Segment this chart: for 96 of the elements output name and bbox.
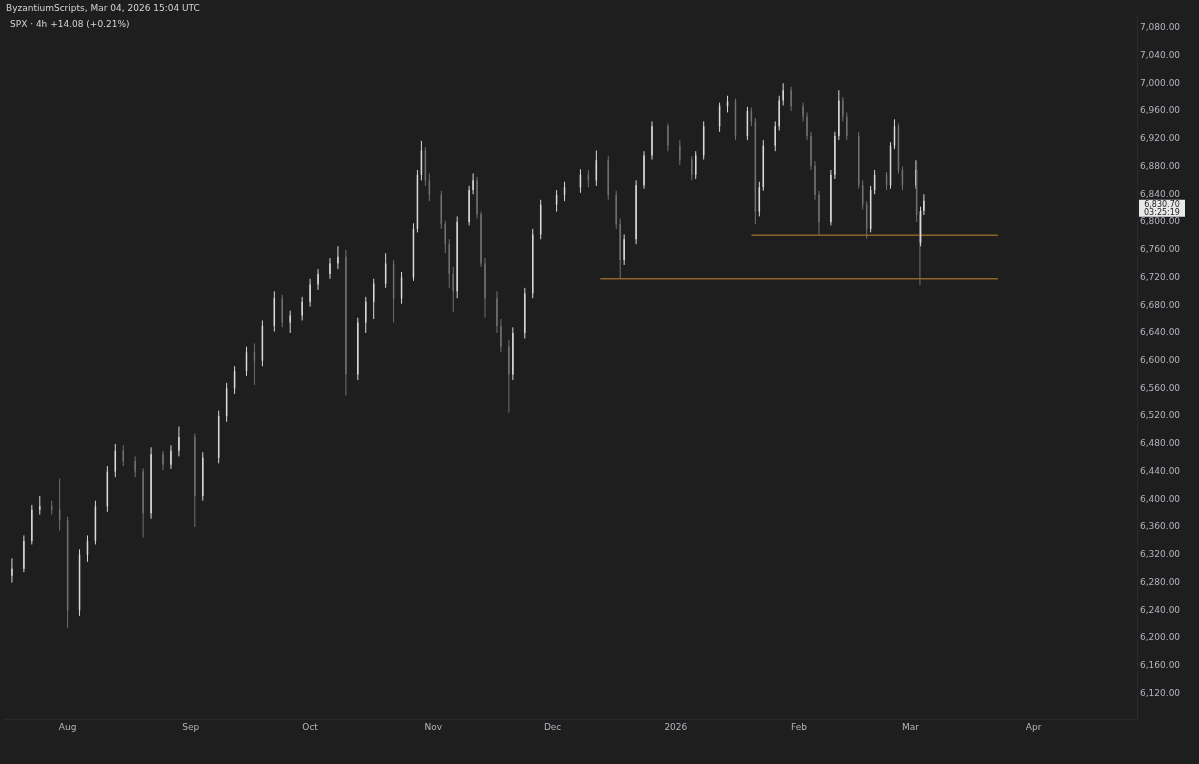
- y-tick-label: 6,760.00: [1140, 244, 1181, 255]
- candlestick: [170, 444, 172, 470]
- y-tick-label: 6,440.00: [1140, 465, 1181, 476]
- candlestick: [31, 504, 33, 545]
- candlestick: [838, 89, 840, 141]
- candlestick: [39, 495, 41, 516]
- candlestick: [508, 339, 510, 414]
- candlestick: [500, 318, 502, 353]
- candlestick: [345, 249, 347, 396]
- candlestick: [782, 82, 784, 106]
- candlestick: [365, 296, 367, 334]
- candlestick: [178, 426, 180, 457]
- text: 6,830.70: [1144, 199, 1180, 209]
- candlestick: [150, 446, 152, 520]
- candlestick: [790, 86, 792, 112]
- candlestick: [679, 139, 681, 166]
- y-tick-label: 6,360.00: [1140, 521, 1181, 532]
- candlestick: [667, 122, 669, 152]
- x-tick-label: Mar: [901, 721, 920, 732]
- candlestick: [651, 120, 653, 161]
- candlestick: [635, 179, 637, 245]
- candlestick: [329, 257, 331, 280]
- candlestick: [23, 534, 25, 573]
- y-tick-label: 6,920.00: [1140, 133, 1181, 144]
- candlestick: [142, 467, 144, 539]
- y-tick-label: 6,960.00: [1140, 105, 1181, 116]
- candlestick: [134, 455, 136, 478]
- candlestick: [814, 160, 816, 201]
- y-tick-label: 6,160.00: [1140, 660, 1181, 671]
- y-tick-label: 6,840.00: [1140, 188, 1181, 199]
- x-tick-label: 2026: [664, 721, 688, 732]
- x-tick-label: Oct: [302, 721, 319, 732]
- candlestick: [484, 257, 486, 319]
- y-tick-label: 6,720.00: [1140, 271, 1181, 282]
- y-tick-label: 6,480.00: [1140, 438, 1181, 449]
- y-tick-label: 6,240.00: [1140, 604, 1181, 615]
- chart-title: SPX · 4h +14.08 (+0.21%): [10, 19, 130, 29]
- x-tick-label: Feb: [791, 721, 808, 732]
- candlestick: [317, 268, 319, 291]
- candlestick: [194, 432, 196, 528]
- y-tick-label: 6,320.00: [1140, 549, 1181, 560]
- candlestick: [452, 266, 454, 313]
- candlestick: [456, 215, 458, 299]
- y-tick-label: 7,000.00: [1140, 77, 1181, 88]
- candlestick: [643, 150, 645, 190]
- candlestick: [623, 233, 625, 266]
- text: 03:25:19: [1144, 207, 1180, 217]
- candlestick: [615, 190, 617, 230]
- candlestick: [778, 95, 780, 131]
- y-tick-label: 6,400.00: [1140, 493, 1181, 504]
- candlestick: [802, 102, 804, 122]
- text: ByzantiumScripts, Mar 04, 2026 15:04 UTC: [6, 3, 200, 13]
- y-tick-label: 6,280.00: [1140, 576, 1181, 587]
- candlestick: [476, 176, 478, 219]
- candlestick: [806, 111, 808, 141]
- candlestick: [842, 96, 844, 122]
- candlestick: [834, 131, 836, 180]
- candlestick: [691, 155, 693, 181]
- y-tick-label: 6,640.00: [1140, 327, 1181, 338]
- candlestick: [202, 451, 204, 502]
- x-tick-label: Nov: [424, 721, 443, 732]
- x-tick-label: Aug: [58, 721, 77, 732]
- candlestick: [619, 218, 621, 279]
- x-tick-label: Dec: [543, 721, 562, 732]
- candlestick: [309, 278, 311, 308]
- x-tick-label: Sep: [182, 721, 200, 732]
- y-tick-label: 6,200.00: [1140, 632, 1181, 643]
- candlestick: [496, 290, 498, 334]
- y-tick-label: 7,040.00: [1140, 49, 1181, 60]
- candlestick: [512, 326, 514, 381]
- y-tick-label: 7,080.00: [1140, 22, 1181, 33]
- candlestick: [301, 296, 303, 321]
- candlestick: [472, 172, 474, 195]
- y-tick-label: 6,120.00: [1140, 687, 1181, 698]
- candlestick: [818, 190, 820, 235]
- y-tick-label: 6,800.00: [1140, 216, 1181, 227]
- candlestick: [846, 111, 848, 141]
- candlestick: [810, 131, 812, 171]
- candlestick: [337, 245, 339, 270]
- candlestick: [468, 185, 470, 226]
- candlestick: [289, 310, 291, 334]
- candlestick: [11, 557, 13, 584]
- candlestick: [480, 211, 482, 268]
- candlestick: [524, 287, 526, 339]
- y-tick-label: 6,560.00: [1140, 382, 1181, 393]
- y-tick-label: 6,600.00: [1140, 355, 1181, 366]
- candlestick: [830, 169, 832, 226]
- candlestick: [923, 193, 925, 216]
- y-tick-label: 6,880.00: [1140, 160, 1181, 171]
- candlestick: [774, 120, 776, 152]
- candlestick: [357, 317, 359, 381]
- candlestick: [162, 450, 164, 471]
- y-tick-label: 6,520.00: [1140, 410, 1181, 421]
- y-tick-label: 6,680.00: [1140, 299, 1181, 310]
- candlestick: [448, 238, 450, 289]
- x-tick-label: Apr: [1025, 721, 1042, 732]
